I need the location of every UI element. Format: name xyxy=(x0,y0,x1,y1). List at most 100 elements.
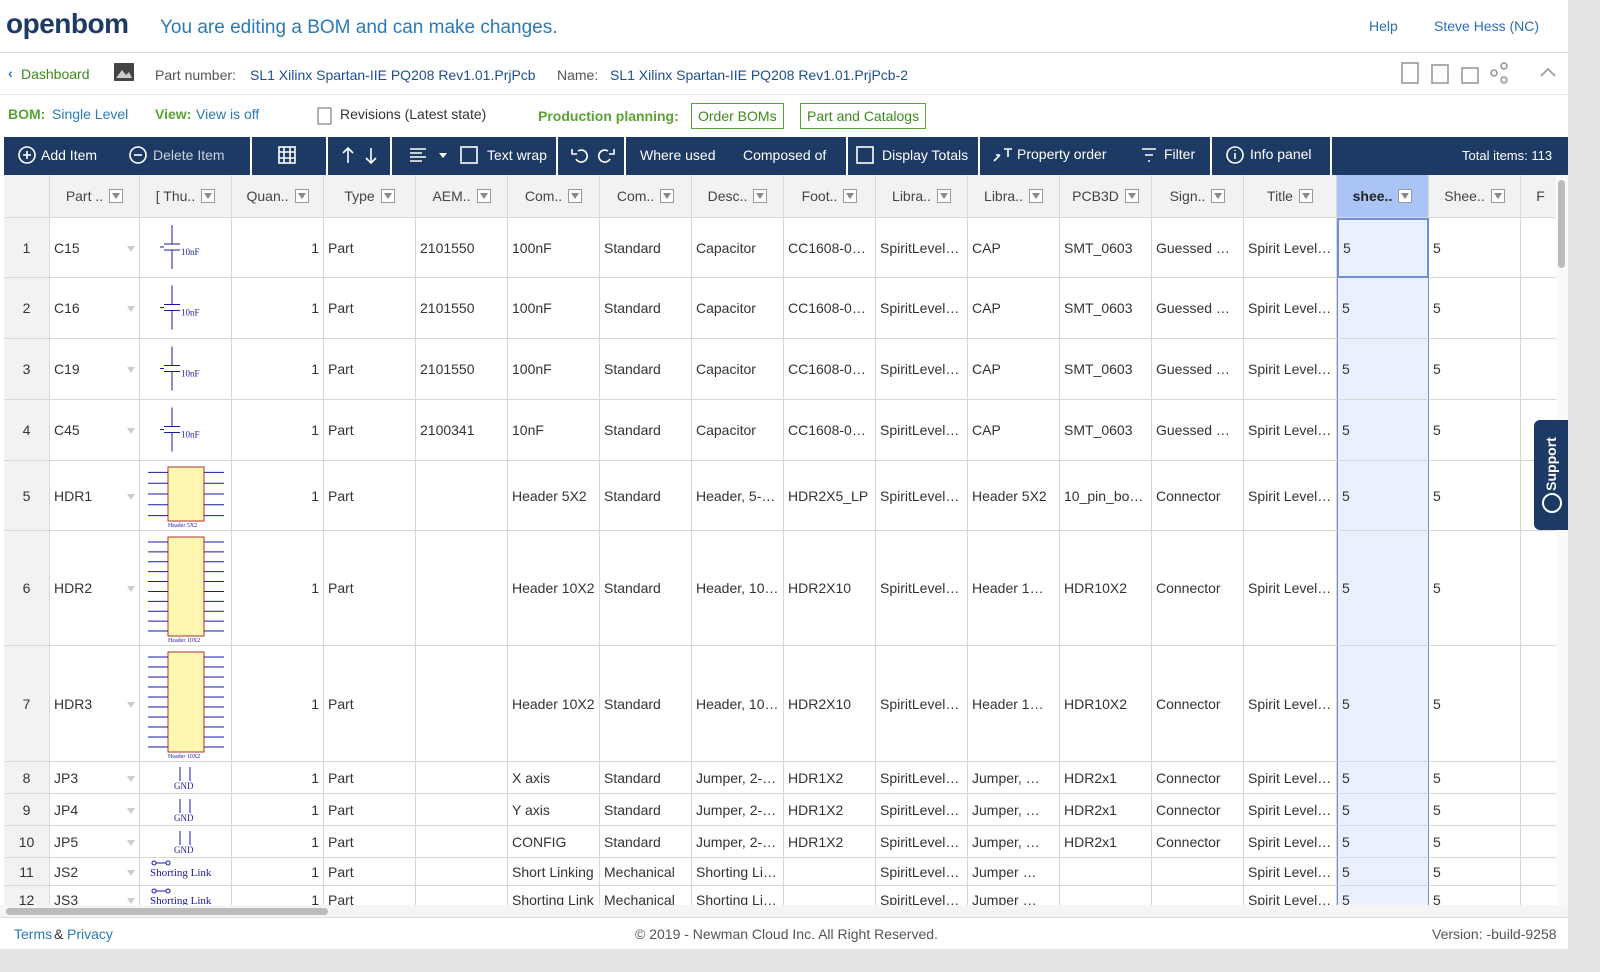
table-cell[interactable]: CAP xyxy=(968,218,1060,278)
table-cell[interactable]: Standard xyxy=(600,339,692,400)
table-cell[interactable]: Mechanical xyxy=(600,858,692,886)
table-cell[interactable]: Standard xyxy=(600,218,692,278)
table-cell[interactable]: SpiritLevel… xyxy=(876,339,968,400)
table-cell[interactable]: Jumper, 2-… xyxy=(692,762,784,794)
table-cell[interactable]: Short Linking xyxy=(508,858,600,886)
table-cell[interactable]: SMT_0603 xyxy=(1060,339,1152,400)
column-header[interactable]: Foot.. xyxy=(784,175,876,218)
filter[interactable]: Filter xyxy=(1164,146,1196,162)
table-cell[interactable]: 1 xyxy=(232,461,324,531)
table-cell[interactable] xyxy=(1152,858,1244,886)
table-cell[interactable]: SpiritLevel… xyxy=(876,400,968,461)
table-cell[interactable]: Spirit Level… xyxy=(1244,794,1337,826)
table-cell[interactable]: JP3 xyxy=(50,762,140,794)
column-header[interactable]: Quan.. xyxy=(232,175,324,218)
table-cell[interactable]: CC1608-0… xyxy=(784,278,876,339)
column-header[interactable]: Libra.. xyxy=(968,175,1060,218)
column-header[interactable]: Title xyxy=(1244,175,1337,218)
table-cell[interactable]: Spirit Level… xyxy=(1244,531,1337,646)
table-cell[interactable]: 5 xyxy=(1429,531,1521,646)
table-cell[interactable]: Jumper … xyxy=(968,858,1060,886)
table-cell[interactable]: 5 xyxy=(1337,531,1429,646)
terms-link[interactable]: Terms xyxy=(14,926,53,942)
table-cell[interactable]: CC1608-0… xyxy=(784,400,876,461)
table-cell[interactable]: X axis xyxy=(508,762,600,794)
v-scrollbar[interactable] xyxy=(1558,180,1565,268)
table-cell[interactable]: Guessed … xyxy=(1152,339,1244,400)
catalogs-button[interactable]: Part and Catalogs xyxy=(800,103,927,129)
table-cell[interactable]: 100nF xyxy=(508,278,600,339)
table-cell[interactable]: 5 xyxy=(1337,339,1429,400)
table-cell[interactable]: HDR2 xyxy=(50,531,140,646)
table-cell[interactable]: HDR2X10 xyxy=(784,646,876,762)
table-cell[interactable]: Header 5X2 xyxy=(140,461,232,531)
table-cell[interactable]: 5 xyxy=(1337,278,1429,339)
table-cell[interactable]: 1 xyxy=(232,794,324,826)
table-cell[interactable]: SpiritLevel… xyxy=(876,858,968,886)
table-cell[interactable]: Standard xyxy=(600,762,692,794)
table-cell[interactable]: Connector xyxy=(1152,794,1244,826)
table-cell[interactable]: Mechanical xyxy=(600,886,692,905)
table-cell[interactable]: 5 xyxy=(1429,886,1521,905)
table-cell[interactable]: SpiritLevel… xyxy=(876,762,968,794)
column-header[interactable]: [ Thu.. xyxy=(140,175,232,218)
table-cell[interactable]: 100nF xyxy=(508,218,600,278)
table-cell[interactable]: SpiritLevel… xyxy=(876,646,968,762)
view-select[interactable]: View is off xyxy=(196,106,260,122)
table-cell[interactable]: 1 xyxy=(232,278,324,339)
table-cell[interactable]: 10_pin_bo… xyxy=(1060,461,1152,531)
table-cell[interactable]: 1 xyxy=(232,826,324,858)
table-cell[interactable]: 5 xyxy=(1337,762,1429,794)
table-cell[interactable]: 5 xyxy=(1337,886,1429,905)
table-cell[interactable]: Part xyxy=(324,858,416,886)
table-cell[interactable]: Header 1… xyxy=(968,531,1060,646)
table-cell[interactable]: 10nF xyxy=(508,400,600,461)
table-cell[interactable]: 5 xyxy=(1337,400,1429,461)
table-cell[interactable]: 1 xyxy=(232,218,324,278)
table-cell[interactable]: Y axis xyxy=(508,794,600,826)
table-cell[interactable]: HDR3 xyxy=(50,646,140,762)
table-cell[interactable]: Spirit Level… xyxy=(1244,826,1337,858)
table-cell[interactable]: 1 xyxy=(232,339,324,400)
table-cell[interactable]: Jumper, … xyxy=(968,762,1060,794)
table-cell[interactable]: Shorting Li… xyxy=(692,858,784,886)
table-cell[interactable]: Spirit Level… xyxy=(1244,762,1337,794)
table-cell[interactable] xyxy=(416,886,508,905)
order-boms-button[interactable]: Order BOMs xyxy=(691,103,784,129)
table-cell[interactable]: 2101550 xyxy=(416,278,508,339)
table-cell[interactable]: 5 xyxy=(1429,762,1521,794)
table-cell[interactable] xyxy=(784,858,876,886)
table-cell[interactable]: HDR10X2 xyxy=(1060,531,1152,646)
table-cell[interactable]: Standard xyxy=(600,794,692,826)
table-cell[interactable]: Capacitor xyxy=(692,218,784,278)
table-cell[interactable]: Spirit Level… xyxy=(1244,646,1337,762)
table-cell[interactable]: C45 xyxy=(50,400,140,461)
table-cell[interactable]: 2101550 xyxy=(416,218,508,278)
table-cell[interactable]: 5 xyxy=(1337,794,1429,826)
column-header[interactable]: Part .. xyxy=(50,175,140,218)
table-cell[interactable]: 5 xyxy=(1337,826,1429,858)
table-cell[interactable]: 1 xyxy=(232,762,324,794)
revisions-select[interactable]: Revisions (Latest state) xyxy=(340,106,487,122)
column-header[interactable]: Com.. xyxy=(600,175,692,218)
table-cell[interactable] xyxy=(416,461,508,531)
table-cell[interactable]: 10nF xyxy=(140,339,232,400)
table-cell[interactable]: SMT_0603 xyxy=(1060,400,1152,461)
table-cell[interactable]: Header 10X2 xyxy=(508,531,600,646)
table-cell[interactable]: CAP xyxy=(968,400,1060,461)
table-cell[interactable]: 5 xyxy=(1429,461,1521,531)
table-cell[interactable]: Part xyxy=(324,531,416,646)
table-cell[interactable]: Part xyxy=(324,339,416,400)
table-cell[interactable]: 10nF xyxy=(140,218,232,278)
table-cell[interactable]: HDR2X5_LP xyxy=(784,461,876,531)
table-cell[interactable]: 5 xyxy=(1429,858,1521,886)
table-cell[interactable]: HDR2X10 xyxy=(784,531,876,646)
table-cell[interactable] xyxy=(416,646,508,762)
column-header[interactable]: Com.. xyxy=(508,175,600,218)
table-cell[interactable]: 1 xyxy=(232,400,324,461)
table-cell[interactable]: CAP xyxy=(968,278,1060,339)
table-cell[interactable]: HDR2x1 xyxy=(1060,826,1152,858)
table-cell[interactable]: Header, 5-… xyxy=(692,461,784,531)
table-cell[interactable] xyxy=(416,826,508,858)
table-cell[interactable] xyxy=(416,794,508,826)
